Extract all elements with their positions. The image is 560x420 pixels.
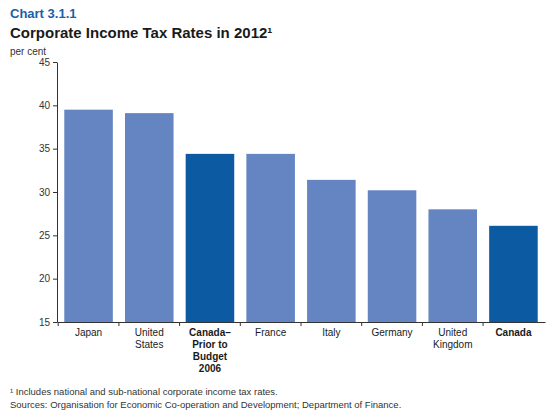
bar xyxy=(246,154,295,322)
bars xyxy=(64,110,537,322)
chart-number: Chart 3.1.1 xyxy=(10,6,76,21)
y-tick-label: 25 xyxy=(39,230,51,241)
x-tick-label-line: Japan xyxy=(75,327,102,338)
y-tick-label: 35 xyxy=(39,143,51,154)
bar xyxy=(489,226,538,322)
x-tick-label: Canada–Prior toBudget2006 xyxy=(189,327,231,374)
y-tick: 15 xyxy=(39,317,57,328)
x-separator xyxy=(422,322,423,326)
title: Corporate Income Tax Rates in 2012¹ xyxy=(10,24,272,41)
y-tick-mark xyxy=(53,149,57,150)
x-tick: Canada–Prior toBudget2006 xyxy=(189,322,231,374)
y-tick-label: 30 xyxy=(39,187,51,198)
x-tick-label-line: 2006 xyxy=(199,363,222,374)
x-tick-label: Italy xyxy=(322,327,340,338)
x-separators xyxy=(58,322,483,326)
plot: 15202530354045JapanUnitedStatesCanada–Pr… xyxy=(39,57,546,374)
x-tick-label: UnitedKingdom xyxy=(433,327,472,350)
bar xyxy=(125,113,174,322)
x-tick: UnitedStates xyxy=(135,322,164,350)
x-separator xyxy=(118,322,119,326)
y-tick: 35 xyxy=(39,143,57,154)
bar xyxy=(186,154,235,322)
x-tick: Japan xyxy=(75,322,102,338)
x-tick: France xyxy=(255,322,287,338)
x-axis: JapanUnitedStatesCanada–Prior toBudget20… xyxy=(58,322,546,374)
chart: Chart 3.1.1 Corporate Income Tax Rates in… xyxy=(0,0,560,420)
y-tick: 20 xyxy=(39,273,57,284)
x-tick-label-line: Italy xyxy=(322,327,340,338)
y-tick-mark xyxy=(53,105,57,106)
x-separator xyxy=(483,322,484,326)
y-tick-mark xyxy=(53,235,57,236)
x-tick-label-line: Kingdom xyxy=(433,339,472,350)
y-tick: 45 xyxy=(39,57,57,68)
x-tick-label: Japan xyxy=(75,327,102,338)
x-tick-label-line: States xyxy=(135,339,163,350)
x-separator xyxy=(179,322,180,326)
y-axis-line xyxy=(57,63,58,323)
x-separator xyxy=(58,322,59,326)
bar xyxy=(368,190,417,322)
x-separator xyxy=(361,322,362,326)
x-tick: Canada xyxy=(495,322,532,338)
x-tick-label-line: United xyxy=(135,327,164,338)
x-tick: UnitedKingdom xyxy=(433,322,472,350)
x-separator xyxy=(301,322,302,326)
y-tick-mark xyxy=(53,322,57,323)
x-tick-label-line: Canada xyxy=(495,327,532,338)
x-tick-label-line: Canada– xyxy=(189,327,231,338)
bar xyxy=(307,180,356,322)
y-tick-mark xyxy=(53,279,57,280)
x-tick-label-line: United xyxy=(438,327,467,338)
y-tick-label: 45 xyxy=(39,57,51,68)
y-tick: 25 xyxy=(39,230,57,241)
y-tick-mark xyxy=(53,192,57,193)
x-tick-label: Germany xyxy=(371,327,412,338)
x-tick: Germany xyxy=(371,322,412,338)
x-tick-label-line: Germany xyxy=(371,327,412,338)
x-tick-label-line: France xyxy=(255,327,287,338)
y-tick: 30 xyxy=(39,187,57,198)
x-tick-label-line: Prior to xyxy=(192,339,228,350)
y-axis-label: per cent xyxy=(10,46,46,57)
y-axis: 15 20 25 30 35 40 45 xyxy=(39,57,58,328)
x-separator xyxy=(240,322,241,326)
bar xyxy=(428,209,477,322)
footnote: Sources: Organisation for Economic Co-op… xyxy=(10,399,401,410)
footnote: ¹ Includes national and sub-national cor… xyxy=(10,386,278,397)
y-tick-label: 20 xyxy=(39,273,51,284)
y-tick-mark xyxy=(53,62,57,63)
x-tick-label: France xyxy=(255,327,287,338)
x-tick-label: UnitedStates xyxy=(135,327,164,350)
bar xyxy=(64,110,113,322)
y-tick-label: 40 xyxy=(39,100,51,111)
x-tick-label-line: Budget xyxy=(193,351,228,362)
x-tick: Italy xyxy=(322,322,340,338)
x-tick-label: Canada xyxy=(495,327,532,338)
y-tick-label: 15 xyxy=(39,317,51,328)
y-tick: 40 xyxy=(39,100,57,111)
